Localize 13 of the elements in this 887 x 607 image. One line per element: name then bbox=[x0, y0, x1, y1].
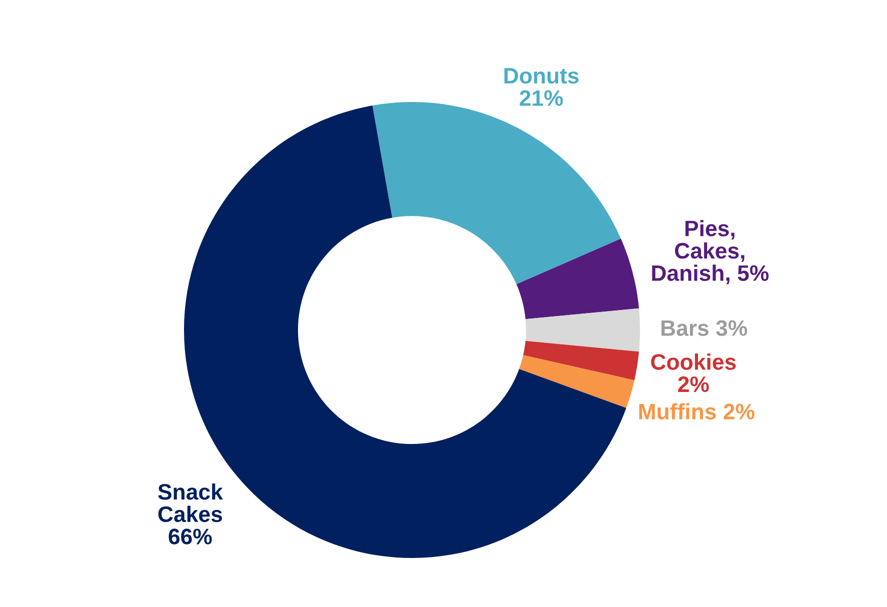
slice-label: Muffins 2% bbox=[639, 403, 754, 420]
slice-label: Snack Cakes bbox=[158, 483, 223, 522]
slice-label: Bars 3% bbox=[661, 320, 748, 336]
donut-slice bbox=[516, 238, 639, 320]
data-label: 21% bbox=[520, 90, 563, 106]
slice-label: Cookies bbox=[651, 354, 736, 370]
slice-label: Donuts bbox=[504, 68, 579, 84]
data-label: 66% bbox=[168, 528, 212, 544]
donut-slice bbox=[519, 355, 634, 408]
donut-slice bbox=[525, 308, 640, 352]
slice-label: Pies, Cakes, Danish, 5% bbox=[652, 220, 769, 284]
donut-slice bbox=[523, 340, 639, 380]
data-label: 2% bbox=[678, 376, 709, 392]
